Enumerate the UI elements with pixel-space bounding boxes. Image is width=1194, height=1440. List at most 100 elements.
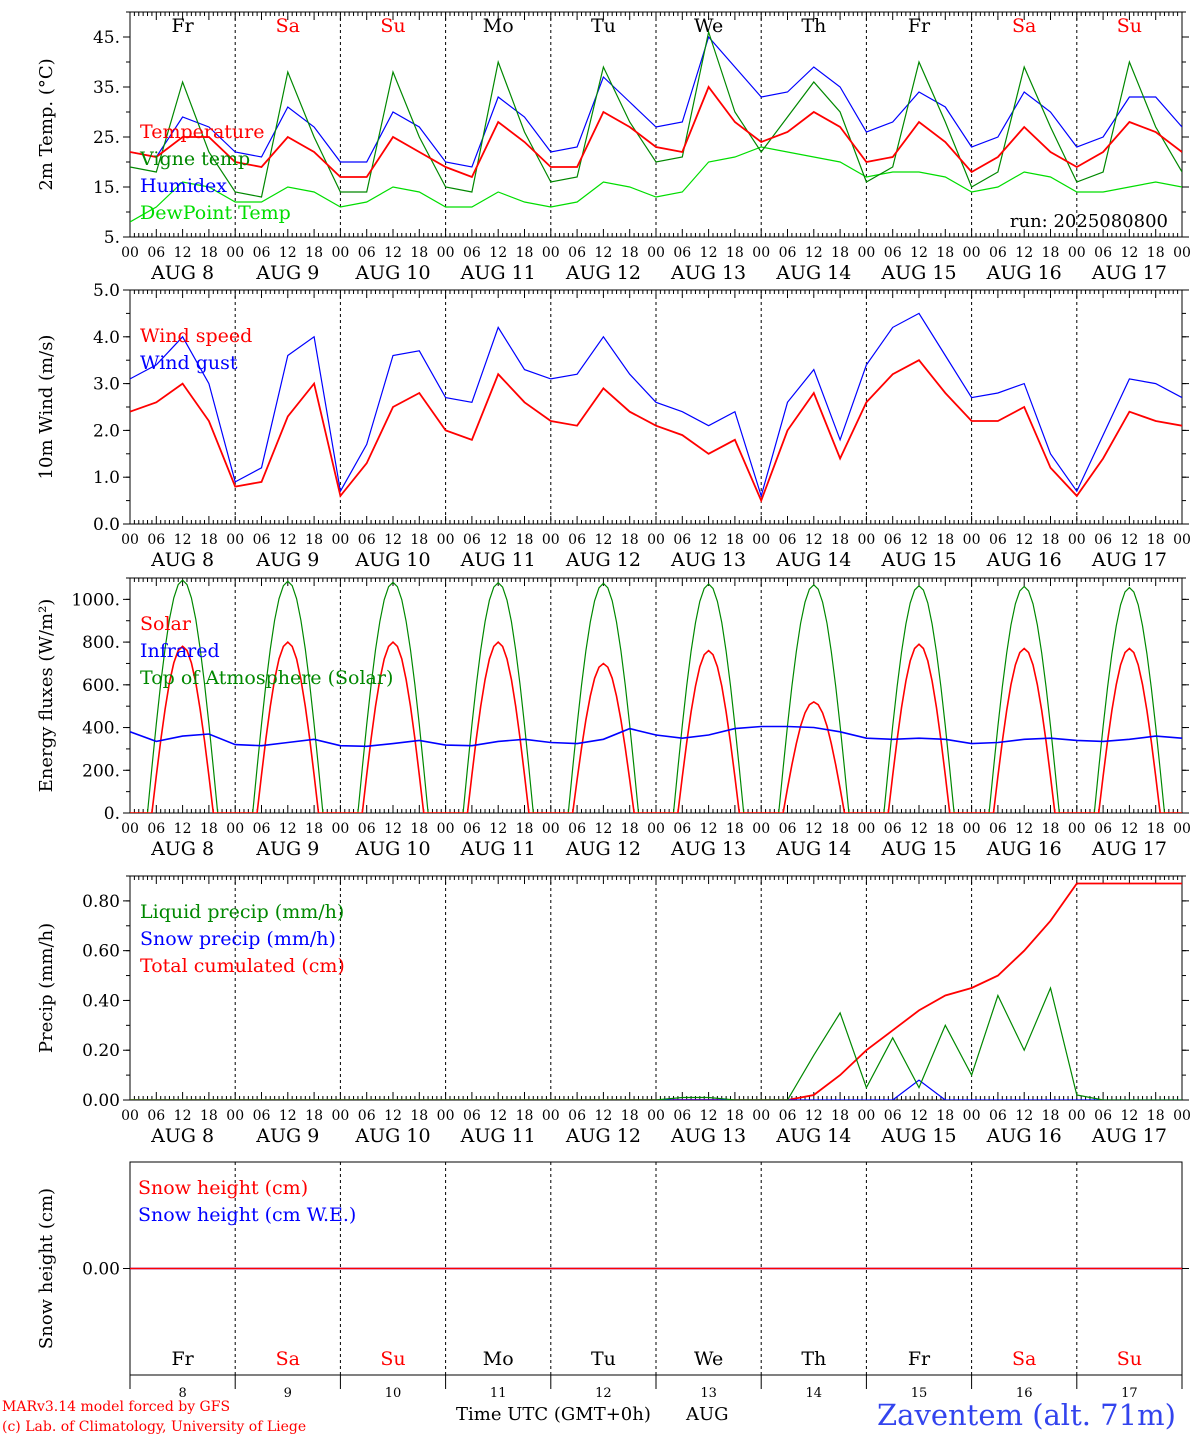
total-cumulated-cm-line [130, 882, 1182, 1100]
hour-label: 00 [542, 532, 560, 548]
hour-label: 00 [226, 532, 244, 548]
weekday-label: Sa [1012, 15, 1036, 37]
hour-label: 00 [331, 532, 349, 548]
hour-label: 00 [647, 1108, 665, 1124]
y-tick-label: 35. [93, 78, 120, 98]
hour-label: 12 [489, 245, 507, 261]
hour-label: 18 [200, 245, 218, 261]
hour-label: 18 [200, 821, 218, 837]
hour-label: 00 [437, 532, 455, 548]
hour-label: 18 [936, 532, 954, 548]
hour-label: 12 [1015, 245, 1033, 261]
hour-label: 06 [253, 1108, 271, 1124]
hour-label: 00 [963, 821, 981, 837]
hour-label: 06 [989, 821, 1007, 837]
y-axis-label: 10m Wind (m/s) [36, 335, 57, 480]
date-label: AUG 10 [354, 838, 430, 860]
hour-label: 12 [594, 821, 612, 837]
hour-label: 18 [516, 821, 534, 837]
y-tick-label: 0. [104, 804, 120, 824]
hour-label: 00 [542, 245, 560, 261]
hour-label: 18 [410, 821, 428, 837]
hour-label: 18 [410, 1108, 428, 1124]
day-number: 14 [806, 1386, 823, 1401]
hour-label: 00 [1068, 1108, 1086, 1124]
date-label: AUG 12 [565, 262, 641, 284]
legend-entry: Total cumulated (cm) [140, 955, 345, 977]
y-axis-label: Precip (mm/h) [36, 923, 57, 1053]
wind-speedline [130, 359, 1182, 504]
date-label: AUG 14 [775, 838, 851, 860]
day-number: 17 [1121, 1386, 1138, 1401]
y-axis-label: Snow height (cm) [36, 1188, 57, 1349]
hour-label: 00 [647, 532, 665, 548]
hour-label: 06 [147, 245, 165, 261]
weekday-label: Su [380, 1348, 405, 1370]
day-number: 11 [490, 1386, 507, 1401]
day-number: 12 [595, 1386, 612, 1401]
y-tick-label: 1000. [71, 590, 120, 610]
hour-label: 12 [594, 1108, 612, 1124]
hour-label: 00 [121, 821, 139, 837]
dewpoint-templine [130, 146, 1182, 223]
weekday-label: Th [801, 1348, 826, 1370]
temperatureline [130, 85, 1182, 179]
weekday-label: Tu [591, 1348, 616, 1370]
date-label: AUG 17 [1091, 838, 1167, 860]
hour-label: 00 [647, 245, 665, 261]
hour-label: 18 [305, 245, 323, 261]
hour-label: 00 [963, 245, 981, 261]
date-label: AUG 8 [150, 1125, 214, 1147]
date-label: AUG 9 [255, 1125, 319, 1147]
hour-label: 06 [1094, 821, 1112, 837]
hour-label: 12 [489, 1108, 507, 1124]
hour-label: 06 [568, 245, 586, 261]
hour-label: 18 [936, 1108, 954, 1124]
hour-label: 00 [752, 821, 770, 837]
date-label: AUG 15 [880, 549, 956, 571]
hour-label: 00 [226, 1108, 244, 1124]
hour-label: 00 [1173, 532, 1191, 548]
hour-label: 12 [1120, 245, 1138, 261]
hour-label: 12 [174, 532, 192, 548]
date-label: AUG 12 [565, 549, 641, 571]
legend-entry: DewPoint Temp [140, 202, 291, 224]
hour-label: 06 [884, 245, 902, 261]
weekday-label: We [694, 15, 723, 37]
weekday-label: Fr [908, 1348, 931, 1370]
hour-label: 00 [121, 245, 139, 261]
weekday-label: Tu [591, 15, 616, 37]
hour-label: 12 [279, 1108, 297, 1124]
solar-line [130, 640, 1182, 813]
date-label: AUG 16 [986, 262, 1062, 284]
hour-label: 00 [226, 245, 244, 261]
hour-label: 12 [1120, 532, 1138, 548]
hour-label: 06 [1094, 532, 1112, 548]
infrared-line [130, 725, 1182, 748]
hour-label: 12 [805, 1108, 823, 1124]
month-label: AUG [686, 1404, 729, 1425]
hour-label: 18 [1147, 245, 1165, 261]
hour-label: 00 [542, 1108, 560, 1124]
hour-label: 12 [700, 245, 718, 261]
y-tick-label: 1.0 [93, 468, 120, 488]
hour-label: 18 [621, 1108, 639, 1124]
legend-entry: Snow height (cm W.E.) [138, 1204, 356, 1226]
date-label: AUG 16 [986, 1125, 1062, 1147]
hour-label: 18 [1042, 245, 1060, 261]
hour-label: 00 [331, 1108, 349, 1124]
hour-label: 12 [384, 821, 402, 837]
weekday-label: Fr [908, 15, 931, 37]
legend-entry: Wind speed [140, 325, 252, 347]
hour-label: 18 [516, 1108, 534, 1124]
legend-entry: Temperature [140, 121, 264, 143]
hour-label: 00 [752, 245, 770, 261]
hour-label: 00 [437, 1108, 455, 1124]
date-label: AUG 13 [670, 549, 746, 571]
hour-label: 00 [226, 821, 244, 837]
hour-label: 06 [989, 1108, 1007, 1124]
weekday-label: Sa [276, 15, 300, 37]
hour-label: 18 [831, 245, 849, 261]
y-tick-label: 0.80 [82, 892, 120, 912]
date-label: AUG 9 [255, 262, 319, 284]
